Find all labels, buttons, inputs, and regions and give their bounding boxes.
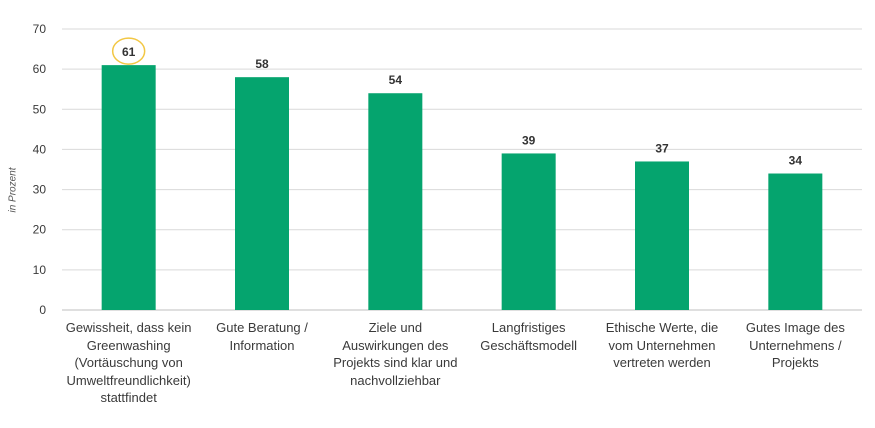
value-label: 58: [255, 57, 269, 71]
y-tick-label: 0: [39, 303, 46, 317]
bar: [235, 77, 289, 311]
y-tick-label: 60: [33, 62, 47, 76]
category-label: Gute Beratung / Information: [216, 320, 308, 353]
bar: [501, 153, 556, 310]
y-axis-label-box: in Prozent: [3, 130, 23, 250]
y-tick-label: 70: [33, 22, 47, 36]
y-tick-label: 50: [33, 102, 47, 116]
value-label: 39: [522, 133, 536, 147]
highlight-ring: [111, 37, 146, 65]
value-label: 54: [389, 73, 403, 87]
y-axis-ticks: 0 10 20 30 40 50 60 70: [33, 22, 47, 317]
bar: [101, 65, 156, 310]
value-label: 61: [122, 45, 136, 59]
bar: [635, 161, 689, 310]
value-label: 34: [789, 154, 803, 168]
category-label: Gewissheit, dass kein Greenwashing (Vort…: [65, 320, 192, 405]
y-axis-label: in Prozent: [7, 167, 19, 213]
y-tick-label: 20: [33, 223, 47, 237]
bar: [368, 93, 423, 310]
gridlines: [62, 28, 862, 311]
bar: [768, 173, 823, 310]
y-tick-label: 10: [33, 263, 47, 277]
y-tick-label: 40: [33, 142, 47, 156]
bars: [101, 65, 823, 311]
category-label: Langfristiges Geschäftsmodell: [480, 320, 578, 353]
category-label: Ziele und Auswirkungen des Projekts sind…: [333, 320, 458, 388]
category-label: Ethische Werte, die vom Unternehmen vert…: [605, 320, 719, 370]
category-label: Gutes Image des Unternehmens / Projekts: [745, 320, 845, 370]
value-labels: 61 58 54 39 37 34: [111, 37, 803, 168]
y-tick-label: 30: [33, 183, 47, 197]
value-label: 37: [655, 141, 669, 155]
